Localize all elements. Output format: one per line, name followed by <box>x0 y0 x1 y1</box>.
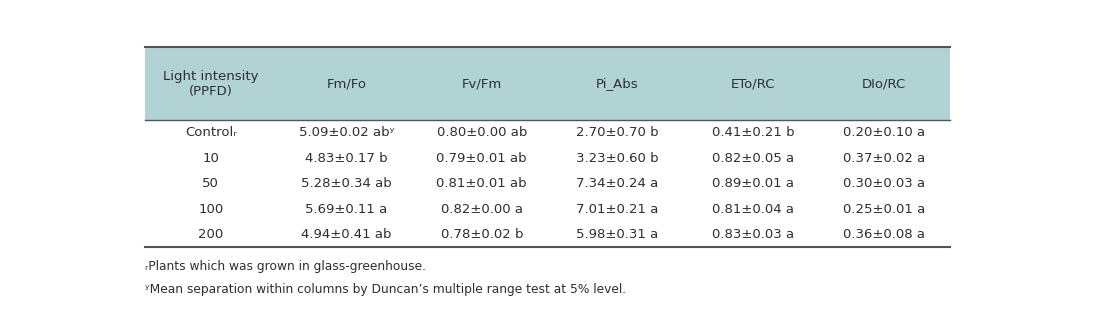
Text: 0.41±0.21 b: 0.41±0.21 b <box>712 126 795 139</box>
Text: ETo/RC: ETo/RC <box>730 77 775 90</box>
Text: 3.23±0.60 b: 3.23±0.60 b <box>576 152 659 165</box>
Text: 0.81±0.01 ab: 0.81±0.01 ab <box>436 177 527 190</box>
Text: 0.82±0.05 a: 0.82±0.05 a <box>712 152 794 165</box>
Text: 10: 10 <box>202 152 220 165</box>
Text: 4.94±0.41 ab: 4.94±0.41 ab <box>301 228 391 241</box>
Text: 0.89±0.01 a: 0.89±0.01 a <box>712 177 794 190</box>
Text: Pi_Abs: Pi_Abs <box>596 77 638 90</box>
Text: 50: 50 <box>202 177 220 190</box>
Text: 0.78±0.02 b: 0.78±0.02 b <box>440 228 524 241</box>
Text: 100: 100 <box>198 203 223 216</box>
Text: Controlᵣ: Controlᵣ <box>185 126 236 139</box>
Text: 0.20±0.10 a: 0.20±0.10 a <box>843 126 926 139</box>
Text: Fv/Fm: Fv/Fm <box>461 77 502 90</box>
Text: 0.36±0.08 a: 0.36±0.08 a <box>843 228 925 241</box>
Text: 0.37±0.02 a: 0.37±0.02 a <box>843 152 926 165</box>
Text: 7.01±0.21 a: 7.01±0.21 a <box>576 203 658 216</box>
Text: 5.09±0.02 abʸ: 5.09±0.02 abʸ <box>298 126 393 139</box>
Text: 200: 200 <box>198 228 223 241</box>
Text: 0.81±0.04 a: 0.81±0.04 a <box>712 203 794 216</box>
Text: Fm/Fo: Fm/Fo <box>327 77 366 90</box>
Text: 2.70±0.70 b: 2.70±0.70 b <box>576 126 659 139</box>
Bar <box>145 47 950 120</box>
Text: 4.83±0.17 b: 4.83±0.17 b <box>305 152 388 165</box>
Text: 0.80±0.00 ab: 0.80±0.00 ab <box>436 126 527 139</box>
Text: 0.82±0.00 a: 0.82±0.00 a <box>440 203 522 216</box>
Text: 7.34±0.24 a: 7.34±0.24 a <box>576 177 658 190</box>
Text: 5.98±0.31 a: 5.98±0.31 a <box>576 228 658 241</box>
Text: 5.69±0.11 a: 5.69±0.11 a <box>305 203 387 216</box>
Text: DIo/RC: DIo/RC <box>862 77 906 90</box>
Text: 5.28±0.34 ab: 5.28±0.34 ab <box>301 177 391 190</box>
Text: 0.79±0.01 ab: 0.79±0.01 ab <box>436 152 527 165</box>
Text: ʸMean separation within columns by Duncan’s multiple range test at 5% level.: ʸMean separation within columns by Dunca… <box>145 283 626 296</box>
Text: 0.25±0.01 a: 0.25±0.01 a <box>843 203 926 216</box>
Text: Light intensity
(PPFD): Light intensity (PPFD) <box>163 70 258 98</box>
Text: ᵣPlants which was grown in glass-greenhouse.: ᵣPlants which was grown in glass-greenho… <box>145 260 426 273</box>
Text: 0.83±0.03 a: 0.83±0.03 a <box>712 228 794 241</box>
Text: 0.30±0.03 a: 0.30±0.03 a <box>843 177 926 190</box>
